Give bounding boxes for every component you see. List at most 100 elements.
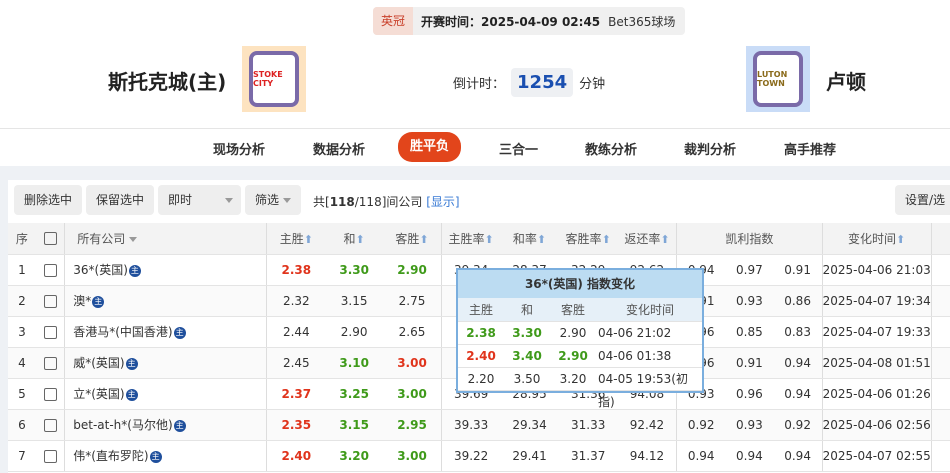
home-odds[interactable]: 2.37 [266, 378, 326, 410]
tab-coach-analysis[interactable]: 教练分析 [585, 143, 638, 158]
company-name[interactable]: 香港马*(中国香港) [73, 325, 173, 339]
row-checkbox[interactable] [35, 316, 65, 348]
company-cell[interactable]: 澳* 主 [64, 285, 267, 317]
home-team-logo[interactable]: STOKE CITY [242, 46, 306, 112]
away-rate: 31.37 [558, 440, 618, 472]
popup-draw: 3.30 [512, 326, 542, 340]
row-index: 5 [8, 378, 36, 410]
kelly-draw: 0.91 [725, 347, 774, 379]
row-checkbox[interactable] [35, 409, 65, 441]
away-odds[interactable]: 3.00 [383, 347, 442, 379]
col-draw[interactable]: 和⬆ [325, 223, 384, 255]
draw-odds[interactable]: 2.90 [325, 316, 384, 348]
home-odds[interactable]: 2.35 [266, 409, 326, 441]
row-checkbox[interactable] [35, 378, 65, 410]
row-checkbox[interactable] [35, 440, 65, 472]
mode-value: 即时 [168, 193, 193, 207]
kelly-away: 0.91 [773, 254, 823, 286]
home-badge-icon[interactable]: 主 [173, 326, 186, 339]
select-all-checkbox[interactable] [35, 223, 65, 255]
company-name[interactable]: bet-at-h*(马尔他) [73, 418, 173, 432]
col-change-time[interactable]: 变化时间⬆ [821, 223, 932, 255]
row-checkbox[interactable] [35, 285, 65, 317]
home-team-name[interactable]: 斯托克城(主) [108, 70, 227, 94]
col-label: 返还率 [624, 231, 661, 246]
company-name[interactable]: 澳* [73, 294, 92, 308]
popup-col-home: 主胜 [468, 303, 493, 317]
col-label: 和 [343, 231, 356, 246]
mode-select[interactable]: 即时 [158, 185, 241, 215]
away-odds[interactable]: 3.00 [383, 440, 442, 472]
home-badge-icon[interactable]: 主 [92, 295, 105, 308]
table-row[interactable]: 7 伟*(直布罗陀) 主 2.40 3.20 3.00 39.22 29.41 3… [8, 440, 950, 472]
row-checkbox[interactable] [35, 254, 65, 286]
home-badge-icon[interactable]: 主 [125, 388, 138, 401]
settings-button[interactable]: 设置/选择 [895, 185, 950, 237]
company-cell[interactable]: 威*(英国) 主 [64, 347, 267, 379]
company-cell[interactable]: 香港马*(中国香港) 主 [64, 316, 267, 348]
league-label[interactable]: 英冠 [373, 7, 414, 35]
company-cell[interactable]: 伟*(直布罗陀) 主 [64, 440, 267, 472]
return-rate: 92.42 [617, 409, 677, 441]
draw-odds[interactable]: 3.25 [325, 378, 384, 410]
home-badge-icon[interactable]: 主 [173, 419, 186, 432]
away-odds[interactable]: 2.90 [383, 254, 442, 286]
row-checkbox[interactable] [35, 347, 65, 379]
col-label: 和率 [512, 231, 537, 246]
kelly-home: 0.94 [676, 440, 726, 472]
draw-odds[interactable]: 3.15 [325, 285, 384, 317]
popup-draw: 3.40 [512, 349, 542, 363]
tab-odds-1x2[interactable]: 胜平负 [398, 132, 462, 162]
home-badge-icon[interactable]: 主 [149, 450, 162, 463]
row-index: 6 [8, 409, 36, 441]
home-odds[interactable]: 2.32 [266, 285, 326, 317]
draw-odds[interactable]: 3.10 [325, 347, 384, 379]
home-odds[interactable]: 2.38 [266, 254, 326, 286]
company-cell[interactable]: 立*(英国) 主 [64, 378, 267, 410]
sort-up-icon: ⬆ [601, 232, 611, 246]
away-team-logo[interactable]: LUTON TOWN [746, 46, 810, 112]
row-index: 4 [8, 347, 36, 379]
tab-live-analysis[interactable]: 现场分析 [213, 143, 266, 158]
draw-odds[interactable]: 3.20 [325, 440, 384, 472]
filter-label: 筛选 [255, 193, 280, 207]
away-odds[interactable]: 2.95 [383, 409, 442, 441]
home-odds[interactable]: 2.45 [266, 347, 326, 379]
col-home-rate[interactable]: 主胜率⬆ [440, 223, 501, 255]
away-odds[interactable]: 2.75 [383, 285, 442, 317]
company-name[interactable]: 伟*(直布罗陀) [73, 449, 149, 463]
company-cell[interactable]: 36*(英国) 主 [64, 254, 267, 286]
company-cell[interactable]: bet-at-h*(马尔他) 主 [64, 409, 267, 441]
table-row[interactable]: 6 bet-at-h*(马尔他) 主 2.35 3.15 2.95 39.33 2… [8, 409, 950, 441]
col-away-rate[interactable]: 客胜率⬆ [558, 223, 618, 255]
col-away[interactable]: 客胜⬆ [383, 223, 442, 255]
home-odds[interactable]: 2.44 [266, 316, 326, 348]
kelly-away: 0.94 [773, 347, 823, 379]
col-company[interactable]: 所有公司 [64, 223, 267, 255]
delete-selected-button[interactable]: 删除选中 [14, 185, 83, 215]
tab-three-in-one[interactable]: 三合一 [499, 143, 539, 158]
draw-odds[interactable]: 3.30 [325, 254, 384, 286]
col-home[interactable]: 主胜⬆ [266, 223, 326, 255]
keep-selected-button[interactable]: 保留选中 [86, 185, 155, 215]
tab-data-analysis[interactable]: 数据分析 [313, 143, 366, 158]
company-name[interactable]: 威*(英国) [73, 356, 125, 370]
show-link[interactable]: [显示] [426, 195, 460, 209]
home-badge-icon[interactable]: 主 [128, 264, 141, 277]
away-odds[interactable]: 3.00 [383, 378, 442, 410]
col-return-rate[interactable]: 返还率⬆ [617, 223, 677, 255]
tab-referee-analysis[interactable]: 裁判分析 [684, 143, 737, 158]
col-draw-rate[interactable]: 和率⬆ [500, 223, 559, 255]
filter-button[interactable]: 筛选 [245, 185, 302, 215]
away-team-name[interactable]: 卢顿 [826, 70, 866, 94]
row-index: 7 [8, 440, 36, 472]
sort-up-icon: ⬆ [484, 232, 494, 246]
company-name[interactable]: 立*(英国) [73, 387, 125, 401]
home-odds[interactable]: 2.40 [266, 440, 326, 472]
away-odds[interactable]: 2.65 [383, 316, 442, 348]
draw-odds[interactable]: 3.15 [325, 409, 384, 441]
company-name[interactable]: 36*(英国) [73, 263, 128, 277]
change-time: 2025-04-08 01:51 [821, 347, 932, 379]
tab-expert-picks[interactable]: 高手推荐 [784, 143, 837, 158]
home-badge-icon[interactable]: 主 [125, 357, 138, 370]
